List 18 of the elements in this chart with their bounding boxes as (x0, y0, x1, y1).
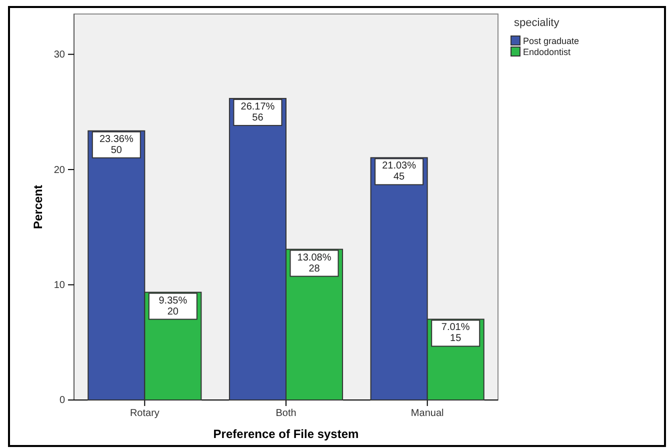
y-tick-label: 20 (54, 164, 66, 176)
data-label: 26.17% 56 (240, 101, 275, 124)
data-label: 21.03% 45 (382, 160, 416, 183)
legend-label: Post graduate (523, 36, 580, 46)
legend-title: speciality (514, 17, 560, 29)
data-label: 7.01% 15 (441, 322, 470, 344)
y-tick-label: 30 (54, 50, 66, 61)
y-tick-label: 10 (54, 280, 66, 291)
y-axis-title: Percent (31, 184, 45, 230)
y-tick-label: 0 (59, 395, 66, 406)
x-tick-label: Rotary (130, 408, 160, 420)
data-label: 13.08% 28 (297, 252, 332, 274)
x-axis-title: Preference of File system (213, 427, 359, 441)
x-tick-label: Both (276, 408, 296, 420)
data-label: 9.35% 20 (158, 295, 188, 318)
data-label: 23.36% 50 (99, 134, 134, 156)
legend-label: Endodontist (523, 47, 572, 57)
x-tick-label: Manual (410, 408, 444, 420)
